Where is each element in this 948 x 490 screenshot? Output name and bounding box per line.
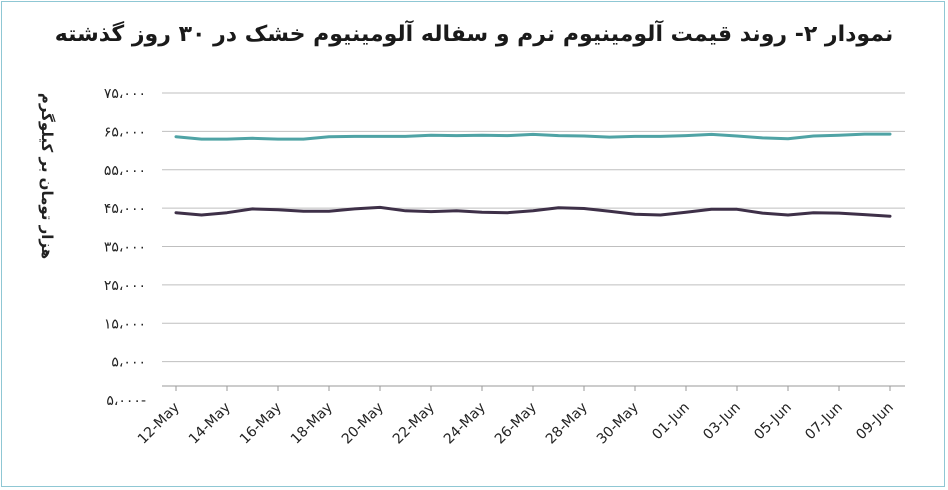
x-tick-label: 09-Jun [853, 400, 897, 444]
chart-title: نمودار ۲- روند قیمت آلومینیوم نرم و سفال… [54, 22, 894, 47]
x-tick-label: 18-May [288, 400, 336, 448]
x-tick-label: 14-May [186, 400, 234, 448]
y-tick-label: ۳۵،۰۰۰ [104, 240, 146, 256]
y-tick-label: ۵،۰۰۰- [106, 393, 146, 409]
y-tick-label: ۴۵،۰۰۰ [104, 201, 146, 217]
y-tick-labels: ۷۵،۰۰۰ ۶۵،۰۰۰ ۵۵،۰۰۰ ۴۵،۰۰۰ ۳۵،۰۰۰ ۲۵،۰۰۰ ۱۵،۰… [104, 86, 146, 409]
x-tick-label: 26-May [492, 400, 540, 448]
x-tick-label: 30-May [594, 400, 642, 448]
x-tick-label: 03-Jun [700, 400, 744, 444]
y-axis-label: هزار تومان بر کیلوگرم [38, 93, 56, 259]
x-tick-label: 22-May [390, 400, 438, 448]
x-tick-label: 05-Jun [751, 400, 795, 444]
y-tick-label: ۷۵،۰۰۰ [104, 86, 146, 102]
x-axis [162, 385, 905, 391]
x-tick-labels: 12-May 14-May 16-May 18-May 20-May 22-May 24-M… [135, 400, 897, 448]
series-lines [174, 132, 892, 218]
y-tick-label: ۱۵،۰۰۰ [104, 316, 146, 332]
x-tick-label: 07-Jun [802, 400, 846, 444]
x-tick-label: 28-May [543, 400, 591, 448]
y-tick-label: ۶۵،۰۰۰ [104, 124, 146, 140]
y-tick-label: ۵۵،۰۰۰ [104, 163, 146, 179]
x-tick-label: 01-Jun [649, 400, 693, 444]
x-tick-label: 24-May [441, 400, 489, 448]
series-line-2 [174, 205, 892, 218]
y-tick-label: ۲۵،۰۰۰ [104, 278, 146, 294]
y-tick-label: ۵،۰۰۰ [111, 355, 146, 371]
gridlines [162, 92, 905, 363]
series-line-1 [174, 132, 892, 141]
x-tick-label: 20-May [339, 400, 387, 448]
x-tick-label: 16-May [237, 400, 285, 448]
